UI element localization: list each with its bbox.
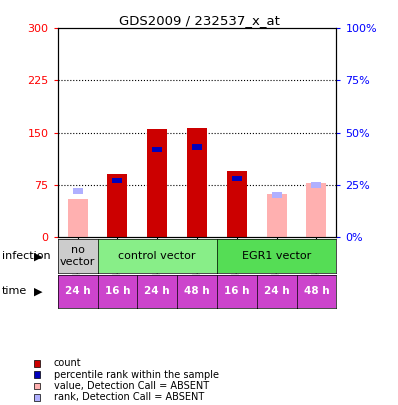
Text: 48 h: 48 h (304, 286, 329, 296)
Bar (72, 188, 83, 194)
Text: 24 h: 24 h (144, 286, 170, 296)
Bar (272, 192, 282, 198)
Text: 16 h: 16 h (224, 286, 250, 296)
Bar (306, 183, 326, 237)
Text: EGR1 vector: EGR1 vector (242, 251, 311, 261)
Text: GDS2009 / 232537_x_at: GDS2009 / 232537_x_at (119, 14, 279, 27)
Text: ▶: ▶ (34, 251, 42, 261)
Text: 48 h: 48 h (184, 286, 210, 296)
Bar (312, 182, 322, 188)
Bar (227, 171, 247, 237)
Text: count: count (54, 358, 81, 368)
Text: ▶: ▶ (34, 286, 42, 296)
Text: 24 h: 24 h (65, 286, 90, 296)
Bar (192, 145, 202, 150)
Text: percentile rank within the sample: percentile rank within the sample (54, 370, 219, 379)
Text: rank, Detection Call = ABSENT: rank, Detection Call = ABSENT (54, 392, 204, 402)
Bar (68, 199, 88, 237)
Bar (232, 176, 242, 181)
Bar (187, 128, 207, 237)
Text: infection: infection (2, 251, 51, 261)
Bar (113, 178, 123, 183)
Bar (147, 129, 167, 237)
Bar (152, 147, 162, 152)
Text: no
vector: no vector (60, 245, 95, 267)
Text: 16 h: 16 h (105, 286, 130, 296)
Bar (107, 175, 127, 237)
Bar (267, 194, 287, 237)
Text: control vector: control vector (119, 251, 196, 261)
Text: 24 h: 24 h (264, 286, 289, 296)
Text: time: time (2, 286, 27, 296)
Text: value, Detection Call = ABSENT: value, Detection Call = ABSENT (54, 381, 209, 391)
